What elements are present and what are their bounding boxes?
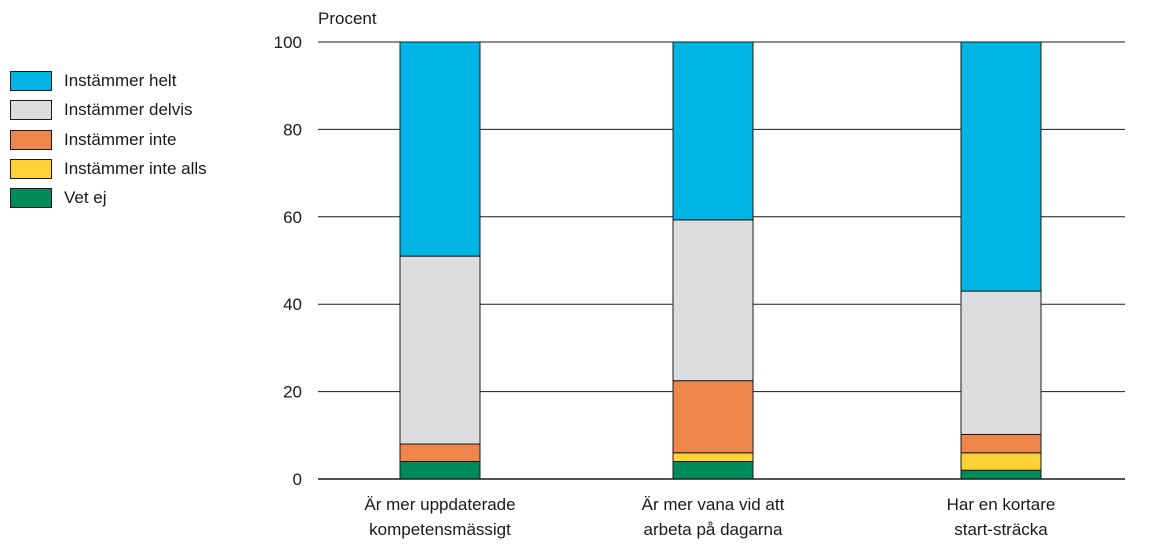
axes: 0 20 40 60 80 100 Procent Är mer uppdaterade kom… (274, 9, 1125, 539)
legend-item-instammer-delvis: Instämmer delvis (10, 99, 207, 121)
legend-swatch (10, 158, 52, 179)
bar-segment-instammer-helt-3 (960, 41, 1042, 292)
bar-segment-instammer-delvis-2 (672, 219, 754, 382)
x-tick-label: arbeta på dagarna (644, 520, 783, 539)
legend-item-instammer-inte-alls: Instämmer inte alls (10, 158, 207, 180)
legend-swatch (10, 100, 52, 121)
y-tick-label: 0 (293, 470, 302, 489)
y-tick-label: 80 (283, 120, 302, 139)
bar-segment-instammer-helt-2 (672, 41, 754, 221)
legend-label: Instämmer helt (64, 71, 177, 90)
bar-segment-instammer-helt-1 (399, 41, 481, 257)
legend-label: Instämmer inte alls (64, 158, 207, 178)
x-tick-label: Har en kortare (947, 495, 1056, 514)
legend-label: Instämmer delvis (64, 100, 193, 120)
x-tick-label: Är mer vana vid att (642, 495, 785, 514)
chart-legend: Instämmer helt Instämmer delvis Instämmer … (10, 70, 207, 216)
bar-segment-instammer-inte-alls-3 (960, 452, 1042, 471)
legend-item-instammer-helt: Instämmer helt (10, 70, 207, 92)
bars (399, 41, 1042, 480)
bar-segment-instammer-inte-alls-2 (672, 452, 754, 463)
bar-segment-vet-ej-1 (399, 461, 481, 480)
bar-segment-instammer-inte-2 (672, 380, 754, 454)
y-tick-label: 40 (283, 295, 302, 314)
bar-segment-instammer-delvis-3 (960, 290, 1042, 435)
legend-swatch (10, 71, 52, 91)
bar-segment-instammer-inte-3 (960, 433, 1042, 454)
legend-item-instammer-inte: Instämmer inte (10, 129, 207, 151)
y-tick-label: 20 (283, 383, 302, 402)
bar-segment-vet-ej-2 (672, 461, 754, 480)
y-axis-title: Procent (318, 9, 377, 28)
x-tick-label: kompetensmässigt (369, 520, 511, 539)
legend-label: Instämmer inte (64, 129, 177, 149)
bar-segment-vet-ej-3 (960, 469, 1042, 480)
legend-swatch (10, 188, 52, 209)
bar-segment-instammer-delvis-1 (399, 255, 481, 445)
bar-segment-instammer-inte-1 (399, 443, 481, 463)
legend-swatch (10, 129, 52, 150)
y-tick-label: 60 (283, 208, 302, 227)
legend-item-vet-ej: Vet ej (10, 187, 207, 209)
x-tick-label: Är mer uppdaterade (364, 495, 515, 514)
legend-label: Vet ej (64, 188, 107, 208)
y-tick-label: 100 (274, 33, 302, 52)
x-tick-label: start-sträcka (954, 520, 1048, 539)
